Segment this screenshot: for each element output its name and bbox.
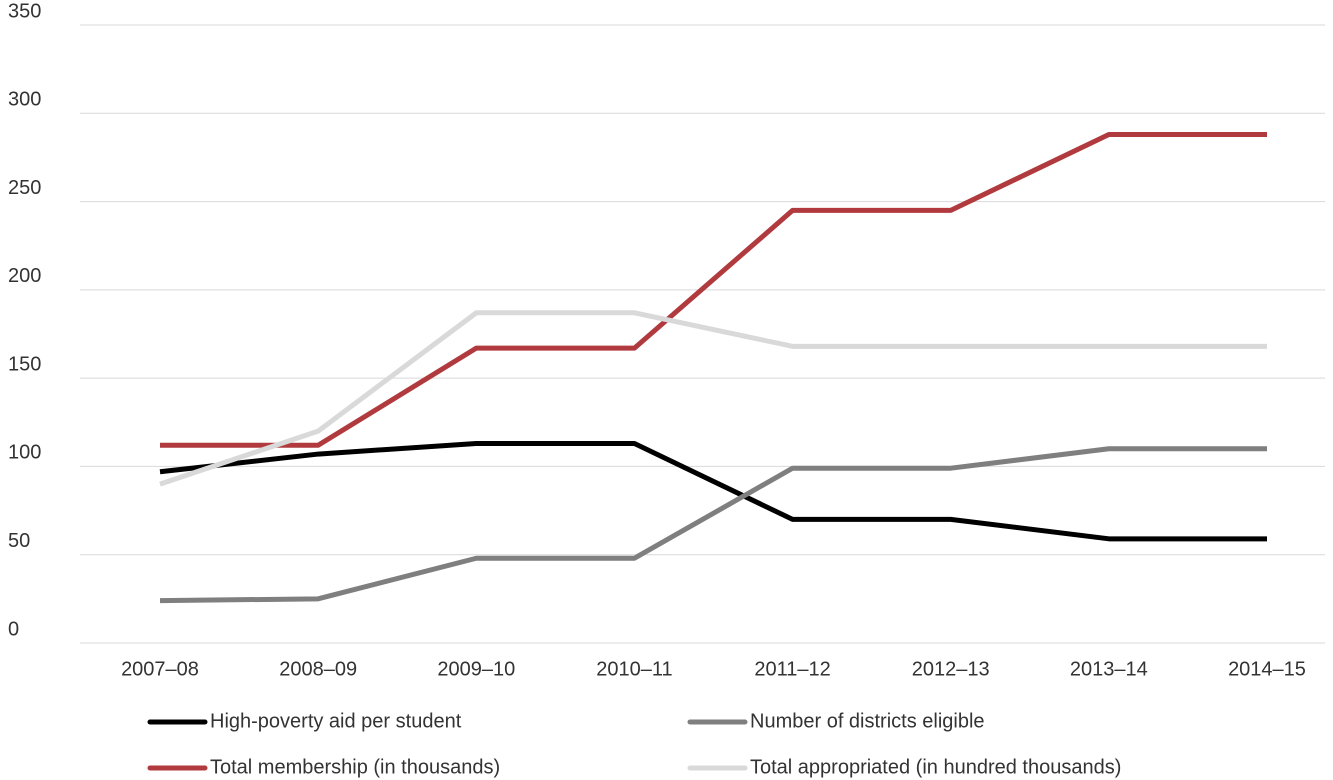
x-tick-label: 2011–12: [754, 658, 830, 680]
x-tick-label: 2014–15: [1228, 658, 1306, 680]
x-tick-label: 2009–10: [437, 658, 515, 680]
y-tick-label: 150: [8, 353, 41, 375]
x-tick-label: 2010–11: [596, 658, 672, 680]
legend-label: Number of districts eligible: [750, 710, 985, 732]
legend-label: High-poverty aid per student: [210, 710, 462, 732]
y-tick-label: 300: [8, 89, 41, 111]
y-tick-label: 350: [8, 0, 41, 22]
series-line: [159, 446, 1267, 604]
x-tick-label: 2012–13: [912, 658, 990, 680]
series-line: [159, 440, 1267, 542]
series-line: [160, 131, 1267, 448]
y-tick-label: 100: [8, 442, 41, 464]
legend-label: Total appropriated (in hundred thousands…: [750, 756, 1121, 778]
y-tick-label: 0: [8, 618, 19, 640]
y-tick-label: 50: [8, 530, 30, 552]
y-tick-label: 250: [8, 177, 41, 199]
x-tick-label: 2013–14: [1070, 658, 1148, 680]
y-tick-label: 200: [8, 265, 41, 287]
series-line: [159, 310, 1267, 487]
x-tick-label: 2008–09: [279, 658, 357, 680]
legend-label: Total membership (in thousands): [210, 756, 500, 778]
x-tick-label: 2007–08: [121, 658, 199, 680]
